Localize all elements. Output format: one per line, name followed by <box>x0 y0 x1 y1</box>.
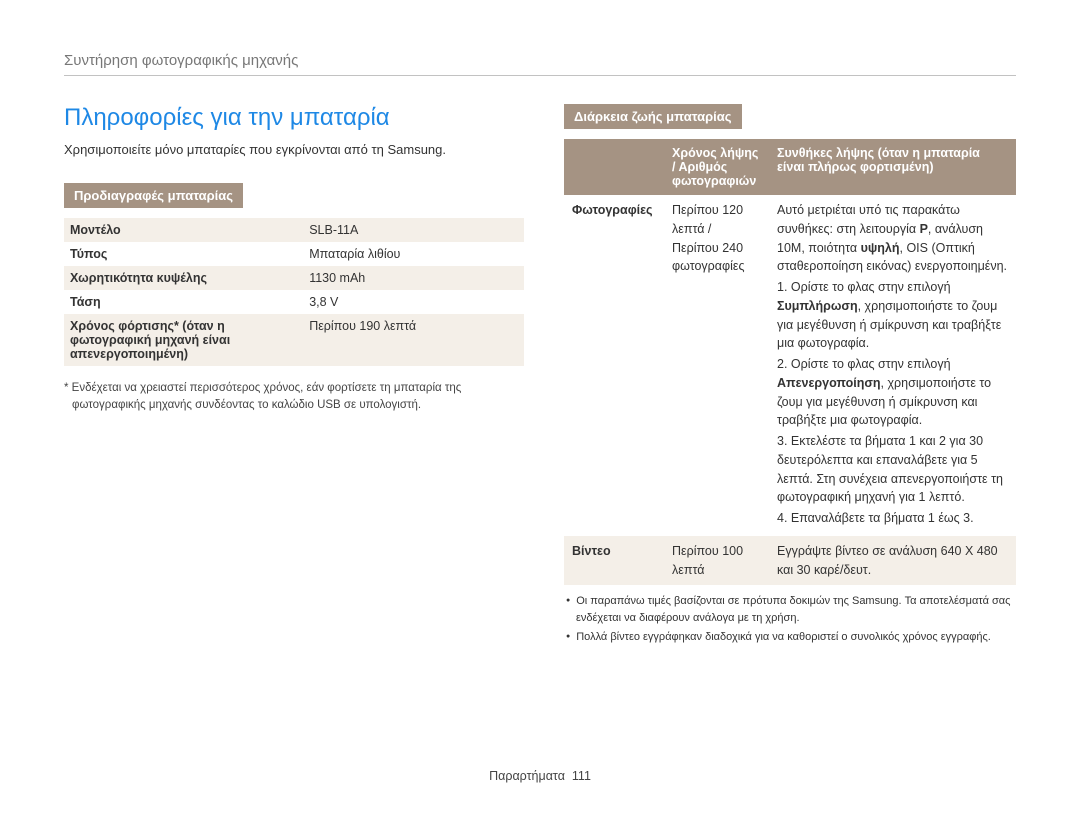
spec-val: 1130 mAh <box>303 266 524 290</box>
life-row-video-label: Βίντεο <box>564 536 664 586</box>
spec-key: Τύπος <box>64 242 303 266</box>
life-row-video-cond: Εγγράψτε βίντεο σε ανάλυση 640 X 480 και… <box>769 536 1016 586</box>
life-row-video-mid: Περίπου 100 λεπτά <box>664 536 769 586</box>
right-column: Διάρκεια ζωής μπαταρίας Χρόνος λήψης / Α… <box>564 104 1016 649</box>
life-row-photos-mid: Περίπου 120 λεπτά / Περίπου 240 φωτογραφ… <box>664 195 769 536</box>
life-row-photos-label: Φωτογραφίες <box>564 195 664 536</box>
specs-table: ΜοντέλοSLB-11AΤύποςΜπαταρία λιθίουΧωρητι… <box>64 218 524 366</box>
spec-key: Μοντέλο <box>64 218 303 242</box>
specs-label: Προδιαγραφές μπαταρίας <box>64 183 243 208</box>
life-note-item: Οι παραπάνω τιμές βασίζονται σε πρότυπα … <box>564 593 1016 626</box>
spec-val: 3,8 V <box>303 290 524 314</box>
spec-val: SLB-11A <box>303 218 524 242</box>
spec-val: Μπαταρία λιθίου <box>303 242 524 266</box>
spec-key: Χωρητικότητα κυψέλης <box>64 266 303 290</box>
life-head-1: Χρόνος λήψης / Αριθμός φωτογραφιών <box>664 139 769 195</box>
spec-val: Περίπου 190 λεπτά <box>303 314 524 366</box>
breadcrumb: Συντήρηση φωτογραφικής μηχανής <box>64 52 1016 76</box>
life-row-photos-cond: Αυτό μετριέται υπό τις παρακάτω συνθήκες… <box>769 195 1016 536</box>
left-column: Πληροφορίες για την μπαταρία Χρησιμοποιε… <box>64 104 524 649</box>
intro-text: Χρησιμοποιείτε μόνο μπαταρίες που εγκρίν… <box>64 142 524 157</box>
spec-key: Τάση <box>64 290 303 314</box>
life-table: Χρόνος λήψης / Αριθμός φωτογραφιών Συνθή… <box>564 139 1016 585</box>
life-head-2: Συνθήκες λήψης (όταν η μπαταρία είναι πλ… <box>769 139 1016 195</box>
life-label: Διάρκεια ζωής μπαταρίας <box>564 104 742 129</box>
page-footer: Παραρτήματα 111 <box>0 769 1080 783</box>
life-notes: Οι παραπάνω τιμές βασίζονται σε πρότυπα … <box>564 593 1016 646</box>
life-note-item: Πολλά βίντεο εγγράφηκαν διαδοχικά για να… <box>564 629 1016 646</box>
spec-key: Χρόνος φόρτισης* (όταν η φωτογραφική μηχ… <box>64 314 303 366</box>
page-title: Πληροφορίες για την μπαταρία <box>64 104 524 132</box>
specs-footnote: * Ενδέχεται να χρειαστεί περισσότερος χρ… <box>64 380 524 413</box>
